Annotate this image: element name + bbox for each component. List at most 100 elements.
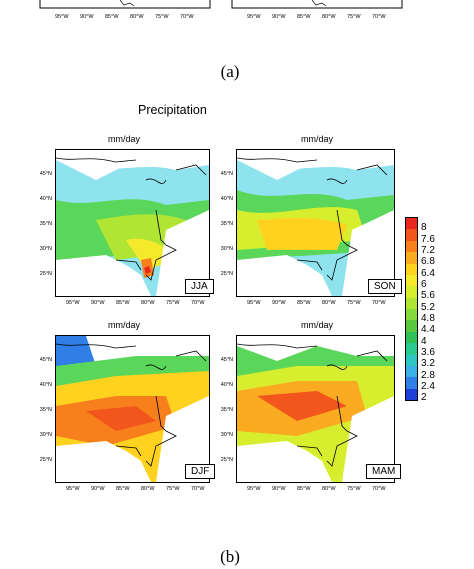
lon-tick: 85°W xyxy=(297,486,311,492)
lon-tick: 85°W xyxy=(297,300,311,306)
lat-tick: 45°N xyxy=(220,357,233,363)
lat-tick: 30°N xyxy=(220,246,233,252)
colorbar-swatch xyxy=(406,263,417,275)
lat-tick: 40°N xyxy=(220,382,233,388)
lon-tick: 95°W xyxy=(66,486,80,492)
strip-lon-tick: 90°W xyxy=(272,14,286,20)
caption-a: (a) xyxy=(220,62,240,81)
lat-tick: 35°N xyxy=(220,221,233,227)
colorbar-label: 5.2 xyxy=(421,302,435,313)
strip-lon-tick: 80°W xyxy=(130,14,144,20)
strip-lon-tick: 85°W xyxy=(105,14,119,20)
strip-lon-tick: 95°W xyxy=(247,14,261,20)
colorbar-label: 2 xyxy=(421,392,427,403)
lon-tick: 95°W xyxy=(247,486,261,492)
colorbar-swatch xyxy=(406,354,417,366)
colorbar-swatch xyxy=(406,229,417,241)
colorbar-label: 6.4 xyxy=(421,268,435,279)
lon-tick: 70°W xyxy=(191,300,205,306)
lon-tick: 75°W xyxy=(166,486,180,492)
colorbar-swatch xyxy=(406,218,417,230)
colorbar-label: 7.6 xyxy=(421,234,435,245)
colorbar-swatch xyxy=(406,331,417,344)
map-mam xyxy=(237,336,394,482)
strip-lon-tick: 80°W xyxy=(322,14,336,20)
season-label-djf: DJF xyxy=(185,464,216,479)
lon-tick: 85°W xyxy=(116,486,130,492)
lon-tick: 80°W xyxy=(141,300,155,306)
map-jja xyxy=(56,150,209,296)
lat-tick: 30°N xyxy=(39,432,52,438)
lon-tick: 90°W xyxy=(91,300,105,306)
lat-tick: 45°N xyxy=(39,171,52,177)
lat-tick: 25°N xyxy=(220,457,233,463)
colorbar-label: 3.6 xyxy=(421,347,435,358)
colorbar-label: 6.8 xyxy=(421,256,435,267)
panel-units-label: mm/day xyxy=(300,320,333,330)
colorbar-label: 4.8 xyxy=(421,313,435,324)
colorbar-swatch xyxy=(406,274,417,287)
lon-tick: 80°W xyxy=(322,300,336,306)
lon-tick: 70°W xyxy=(372,300,386,306)
map-panel-son xyxy=(236,149,395,297)
panel-units-label: mm/day xyxy=(107,320,140,330)
season-label-jja: JJA xyxy=(185,279,214,294)
lat-tick: 40°N xyxy=(220,196,233,202)
colorbar-label: 5.6 xyxy=(421,290,435,301)
panel-units-label: mm/day xyxy=(300,134,333,144)
colorbar-swatch xyxy=(406,365,417,378)
panel-units-label: mm/day xyxy=(107,134,140,144)
lon-tick: 75°W xyxy=(347,300,361,306)
colorbar-label: 7.2 xyxy=(421,245,435,256)
lat-tick: 35°N xyxy=(39,221,52,227)
lat-tick: 25°N xyxy=(39,457,52,463)
colorbar-swatch xyxy=(406,240,417,253)
colorbar-label: 2.8 xyxy=(421,370,435,381)
colorbar-swatch xyxy=(406,320,417,332)
colorbar-swatch xyxy=(406,377,417,389)
lon-tick: 80°W xyxy=(141,486,155,492)
lon-tick: 90°W xyxy=(272,486,286,492)
map-djf xyxy=(56,336,209,482)
colorbar-label: 6 xyxy=(421,279,427,290)
strip-lon-tick: 75°W xyxy=(155,14,169,20)
colorbar-swatch xyxy=(406,309,417,321)
strip-lon-tick: 75°W xyxy=(347,14,361,20)
lon-tick: 75°W xyxy=(347,486,361,492)
lat-tick: 40°N xyxy=(39,382,52,388)
lat-tick: 45°N xyxy=(220,171,233,177)
colorbar-label: 4.4 xyxy=(421,324,435,335)
colorbar-label: 4 xyxy=(421,336,427,347)
lon-tick: 70°W xyxy=(372,486,386,492)
caption-b: (b) xyxy=(220,547,240,566)
colorbar-swatch xyxy=(406,343,417,355)
figure-a-panel-bottoms xyxy=(39,0,403,9)
colorbar-label: 2.4 xyxy=(421,381,435,392)
lon-tick: 70°W xyxy=(191,486,205,492)
lon-tick: 80°W xyxy=(322,486,336,492)
colorbar-label: 3.2 xyxy=(421,358,435,369)
lat-tick: 45°N xyxy=(39,357,52,363)
lon-tick: 95°W xyxy=(247,300,261,306)
map-panel-mam xyxy=(236,335,395,483)
season-label-mam: MAM xyxy=(366,464,402,479)
strip-lon-tick: 85°W xyxy=(297,14,311,20)
season-label-son: SON xyxy=(368,279,402,294)
strip-lon-tick: 95°W xyxy=(55,14,69,20)
colorbar-label: 8 xyxy=(421,222,427,233)
lat-tick: 35°N xyxy=(39,407,52,413)
strip-lon-tick: 90°W xyxy=(80,14,94,20)
lon-tick: 90°W xyxy=(272,300,286,306)
map-panel-jja xyxy=(55,149,210,297)
strip-lon-tick: 70°W xyxy=(180,14,194,20)
colorbar-swatch xyxy=(406,286,417,298)
lon-tick: 90°W xyxy=(91,486,105,492)
lat-tick: 30°N xyxy=(220,432,233,438)
strip-lon-tick: 70°W xyxy=(372,14,386,20)
colorbar-swatch xyxy=(406,388,417,400)
map-panel-djf xyxy=(55,335,210,483)
colorbar-swatch xyxy=(406,252,417,264)
figure-title: Precipitation xyxy=(138,103,207,117)
lat-tick: 35°N xyxy=(220,407,233,413)
colorbar-swatch xyxy=(406,297,417,309)
